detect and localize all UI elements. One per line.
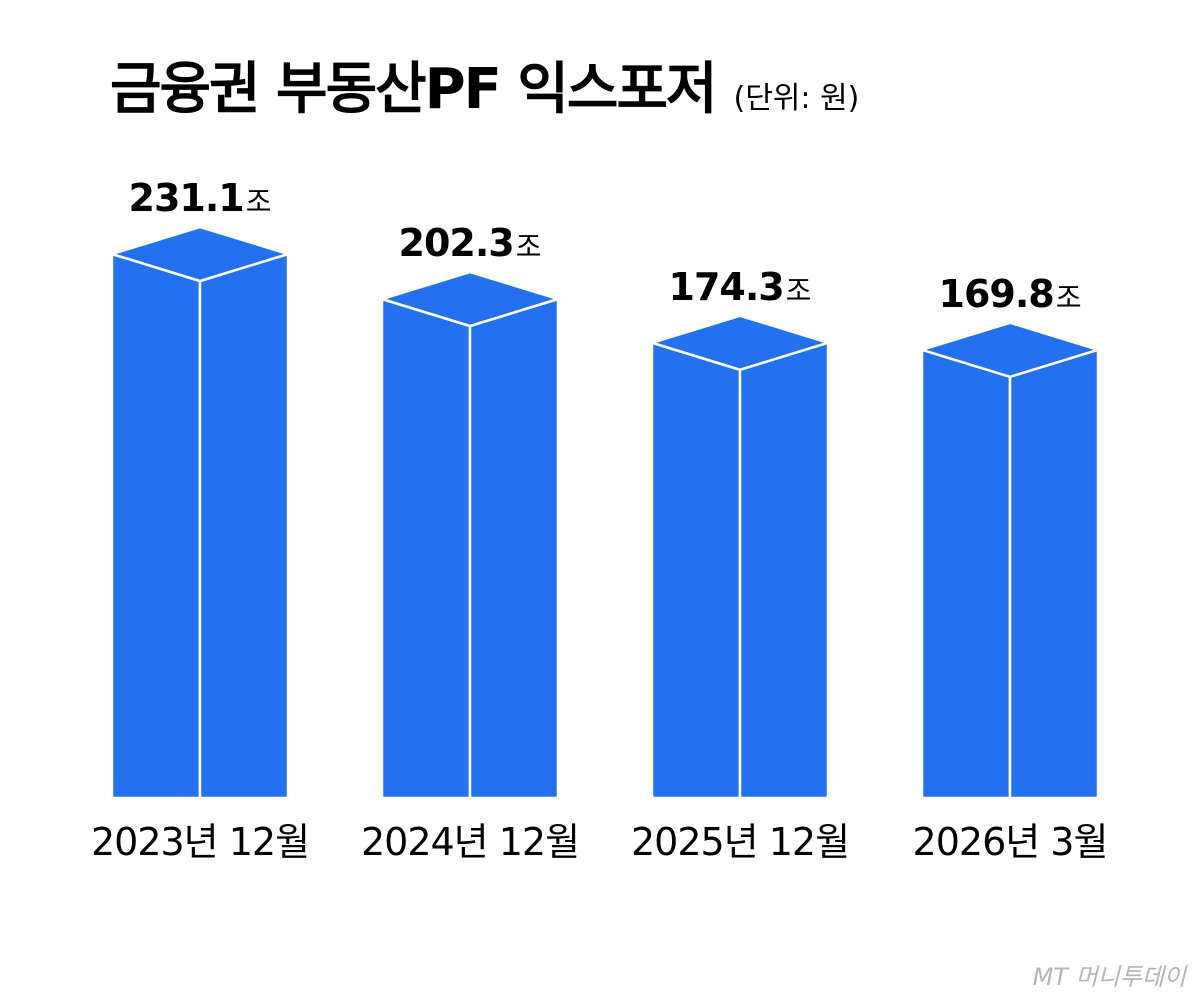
data-label-value: 231.1: [129, 176, 244, 220]
bar-face-top: [110, 225, 290, 283]
category-label: 2024년 12월: [361, 820, 579, 864]
bar-group: [650, 314, 830, 800]
watermark-logo: MT 머니투데이: [1032, 963, 1186, 991]
chart-title: 금융권 부동산PF 익스포저: [110, 57, 717, 122]
data-label: 169.8조: [939, 272, 1082, 316]
bar-group: [920, 321, 1100, 800]
bar-face-right: [468, 297, 560, 800]
bar-face-right: [198, 252, 290, 800]
bar-face-left: [650, 341, 742, 800]
data-label: 231.1조: [129, 176, 272, 220]
category-label: 2025년 12월: [631, 820, 849, 864]
data-label: 174.3조: [669, 265, 812, 309]
bar-face-left: [380, 297, 472, 800]
chart-title-block: 금융권 부동산PF 익스포저 (단위: 원): [110, 44, 859, 125]
chart-subtitle: (단위: 원): [733, 81, 860, 116]
data-label-unit: 조: [786, 274, 812, 307]
data-label-unit: 조: [1056, 281, 1082, 314]
bar-face-top: [920, 321, 1100, 379]
bar-face-right: [738, 341, 830, 800]
bar-group: [110, 225, 290, 800]
bar-face-left: [920, 348, 1012, 800]
data-label-value: 174.3: [669, 265, 784, 309]
data-label-unit: 조: [516, 230, 542, 263]
category-label: 2023년 12월: [91, 820, 309, 864]
data-label-unit: 조: [246, 185, 272, 218]
bar-face-top: [650, 314, 830, 371]
bar-group: [380, 270, 560, 800]
category-label: 2026년 3월: [913, 820, 1108, 864]
bar-face-top: [380, 270, 560, 328]
bar-face-right: [1008, 348, 1100, 800]
bar-face-left: [110, 252, 202, 800]
data-label: 202.3조: [399, 221, 542, 265]
data-label-value: 169.8: [939, 272, 1054, 316]
data-label-value: 202.3: [399, 221, 514, 265]
